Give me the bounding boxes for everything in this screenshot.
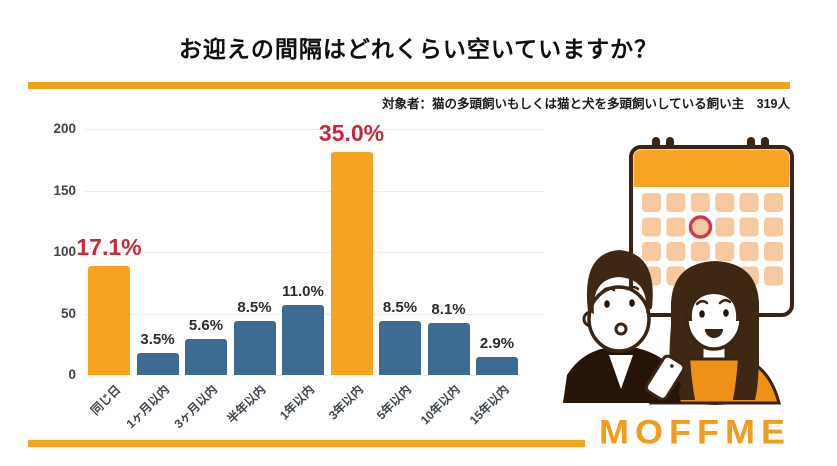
phone-icon — [644, 354, 686, 401]
gridline — [85, 190, 545, 192]
calendar-header-band — [633, 149, 790, 187]
bar-value-label: 8.1% — [431, 301, 466, 319]
moffme-logo: MOFFME — [599, 412, 791, 451]
page-title: お迎えの間隔はどれくらい空いていますか？ — [178, 36, 659, 62]
man-collar — [609, 355, 633, 389]
title-divider — [28, 82, 790, 89]
bar — [136, 352, 179, 375]
y-tick-label: 200 — [53, 121, 76, 136]
calendar-grid-cell — [764, 242, 783, 261]
calendar-grid-cell — [642, 193, 661, 212]
y-tick-label: 150 — [53, 182, 76, 198]
bar — [233, 320, 276, 375]
x-tick-label-text: 3年以内 — [325, 382, 366, 423]
calendar-grid-cell — [715, 193, 735, 212]
calendar-grid-cell — [739, 193, 759, 212]
bar — [282, 304, 324, 375]
x-tick-label-text: 5年以内 — [374, 382, 415, 423]
woman-bangs — [687, 283, 741, 321]
y-tick-label: 0 — [68, 367, 76, 382]
bar-value-label: 35.0% — [318, 120, 385, 147]
calendar-grid-cell — [739, 217, 759, 237]
bar — [476, 356, 518, 375]
man-figure — [563, 250, 686, 403]
audience-note: 対象者：猫の多頭飼いもしくは猫と犬を多頭飼いしている飼い主 319人 — [382, 97, 790, 111]
bar-value-label: 3.5% — [140, 330, 175, 348]
y-tick-label: 50 — [60, 305, 76, 321]
man-face — [587, 285, 651, 353]
bar-value-label: 17.1% — [76, 233, 142, 260]
calendar-grid-cell — [764, 217, 783, 237]
calendar-grid-cell — [666, 217, 686, 237]
woman-eyebrow — [718, 299, 732, 305]
marked-date-circle — [688, 215, 713, 239]
calendar-grid-cell — [715, 217, 735, 237]
x-tick-label-text: 10年以内 — [418, 382, 463, 428]
bar-value-label: 5.6% — [188, 317, 224, 335]
calendar-grid-cell — [715, 242, 735, 261]
man-eye — [604, 300, 610, 308]
calendar-grid-cell — [690, 217, 710, 237]
bar — [330, 152, 373, 375]
bar-value-label: 8.5% — [382, 298, 418, 316]
bar — [185, 339, 227, 375]
calendar-grid-cell — [764, 193, 783, 212]
x-tick-label-text: 半年以内 — [224, 382, 269, 427]
calendar-grid-cell — [690, 242, 710, 261]
man-hair — [586, 250, 653, 314]
bar-value-label: 8.5% — [237, 298, 272, 316]
gridline — [85, 129, 545, 130]
man-mouth — [614, 322, 628, 336]
calendar-grid-cell — [690, 193, 710, 212]
calendar-grid-cell — [642, 217, 661, 237]
woman-hair-lock — [733, 325, 759, 400]
bar-value-label: 11.0% — [282, 282, 324, 300]
calendar-icon — [629, 137, 794, 317]
woman-eye — [723, 309, 729, 317]
gridline — [85, 252, 545, 253]
bar — [379, 320, 421, 375]
calendar-couple-illustration — [563, 137, 794, 405]
calendar-grid-cell — [666, 193, 686, 212]
x-tick-label-text: 同じ日 — [87, 382, 124, 418]
y-tick-label: 100 — [53, 244, 76, 259]
bar — [427, 323, 470, 375]
woman-eye — [699, 310, 705, 318]
calendar-grid-cell — [642, 242, 661, 261]
x-tick-label-text: 1年以内 — [277, 382, 318, 423]
man-eye — [629, 299, 635, 307]
bar-value-label: 2.9% — [479, 334, 515, 352]
footer-divider — [28, 440, 585, 447]
woman-mouth — [705, 329, 723, 338]
man-eyebrow — [625, 285, 640, 291]
calendar-grid-cell — [764, 266, 783, 286]
x-tick-label-text: 1ヶ月以内 — [123, 382, 172, 431]
man-eyebrow — [601, 287, 616, 293]
woman-eyebrow — [695, 300, 709, 306]
calendar-grid-cell — [739, 242, 759, 261]
x-tick-label-text: 3ヶ月以内 — [171, 382, 221, 431]
bar — [88, 265, 130, 375]
x-tick-label-text: 15年以内 — [466, 382, 512, 428]
calendar-grid-cell — [666, 242, 686, 261]
